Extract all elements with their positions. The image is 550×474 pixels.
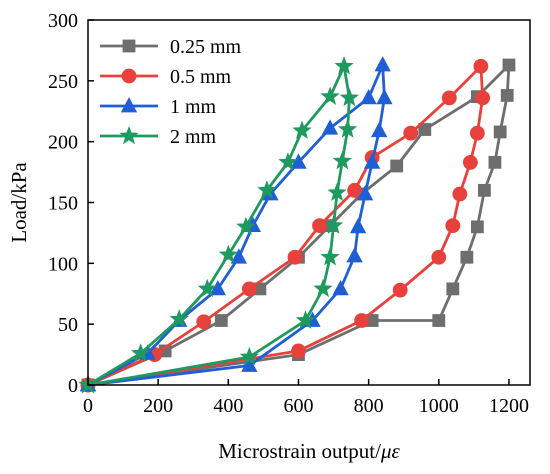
y-tick-label: 100 (48, 253, 78, 275)
data-point (347, 182, 363, 198)
legend-entry: 0.25 mm (100, 36, 242, 58)
legend-marker (119, 125, 139, 145)
y-tick-label: 50 (58, 314, 78, 336)
legend-marker (122, 39, 136, 53)
y-tick-label: 250 (48, 71, 78, 93)
data-point (241, 281, 257, 297)
x-tick-label: 1200 (489, 395, 529, 417)
data-point (321, 119, 339, 135)
data-point (370, 121, 388, 138)
legend-label: 1 mm (170, 96, 217, 118)
data-point (488, 155, 502, 169)
axes: 0 200 400 600 800 1000 1200 0 50 100 150 200 250 300 (48, 10, 531, 417)
x-tick-label: 200 (143, 395, 173, 417)
series-line (87, 63, 511, 387)
data-point (441, 90, 457, 106)
x-axis-title: Microstrain output/με (218, 439, 400, 463)
data-point (320, 247, 340, 266)
y-axis-title: Load/kPa (7, 162, 31, 243)
data-point (337, 119, 358, 138)
x-tick-label: 600 (283, 395, 313, 417)
data-point (214, 314, 228, 327)
plot-area (78, 56, 516, 394)
x-axis-title-unit: με (380, 439, 401, 463)
data-point (470, 220, 484, 234)
data-point (363, 153, 381, 169)
y-tick-label: 300 (48, 10, 78, 32)
legend-label: 0.5 mm (170, 66, 232, 88)
x-tick-label: 400 (213, 395, 243, 417)
legend-entry: 0.5 mm (100, 66, 232, 88)
data-point (196, 314, 212, 330)
x-tick-label: 0 (83, 395, 93, 417)
data-point (323, 215, 344, 234)
x-tick-label: 800 (354, 395, 384, 417)
data-point (295, 310, 316, 329)
data-point (354, 313, 370, 328)
data-point (431, 249, 447, 265)
data-point (332, 280, 349, 296)
series-line (87, 64, 351, 387)
data-point (500, 89, 514, 102)
series-1 (80, 58, 491, 393)
data-point (130, 343, 151, 362)
data-point (403, 125, 419, 141)
data-point (349, 217, 367, 234)
data-point (169, 309, 189, 328)
data-point (291, 343, 306, 359)
legend-entry: 2 mm (100, 125, 217, 148)
data-point (257, 180, 277, 199)
data-point (313, 278, 333, 298)
data-point (445, 218, 461, 234)
x-tick-label: 1000 (419, 395, 459, 417)
data-point (376, 89, 393, 105)
data-point (278, 152, 298, 171)
data-point (236, 216, 256, 236)
x-axis-title-text: Microstrain output/ (218, 439, 381, 463)
data-point (469, 125, 485, 141)
legend: 0.25 mm 0.5 mm 1 mm 2 mm (100, 36, 242, 148)
data-point (446, 282, 460, 296)
data-point (339, 87, 359, 107)
data-point (432, 314, 446, 327)
data-point (320, 86, 340, 105)
data-point (475, 90, 491, 106)
y-tick-label: 150 (48, 193, 78, 215)
series-3 (78, 56, 359, 394)
y-tick-label: 200 (48, 132, 78, 154)
data-point (473, 58, 489, 74)
data-point (230, 248, 248, 264)
data-point (312, 218, 327, 234)
data-point (334, 56, 354, 75)
legend-marker (120, 97, 138, 113)
data-point (460, 250, 474, 264)
data-point (390, 159, 404, 173)
data-point (287, 249, 303, 265)
legend-label: 0.25 mm (170, 36, 242, 58)
series-line (87, 64, 485, 387)
data-point (452, 186, 468, 202)
data-point (477, 183, 491, 197)
data-point (502, 58, 516, 72)
data-point (332, 150, 352, 170)
data-point (462, 154, 478, 170)
data-point (218, 244, 238, 264)
y-tick-label: 0 (68, 375, 78, 397)
data-point (346, 247, 363, 263)
legend-entry: 1 mm (100, 96, 217, 118)
data-point (327, 182, 347, 201)
legend-label: 2 mm (170, 126, 217, 148)
data-point (374, 56, 391, 72)
data-point (292, 120, 312, 139)
data-point (356, 185, 374, 201)
data-point (239, 346, 259, 366)
legend-marker (121, 68, 137, 84)
data-point (493, 125, 507, 139)
data-point (197, 278, 217, 298)
data-point (392, 282, 408, 298)
data-point (418, 123, 432, 136)
data-point (360, 89, 377, 105)
data-point (241, 356, 258, 372)
